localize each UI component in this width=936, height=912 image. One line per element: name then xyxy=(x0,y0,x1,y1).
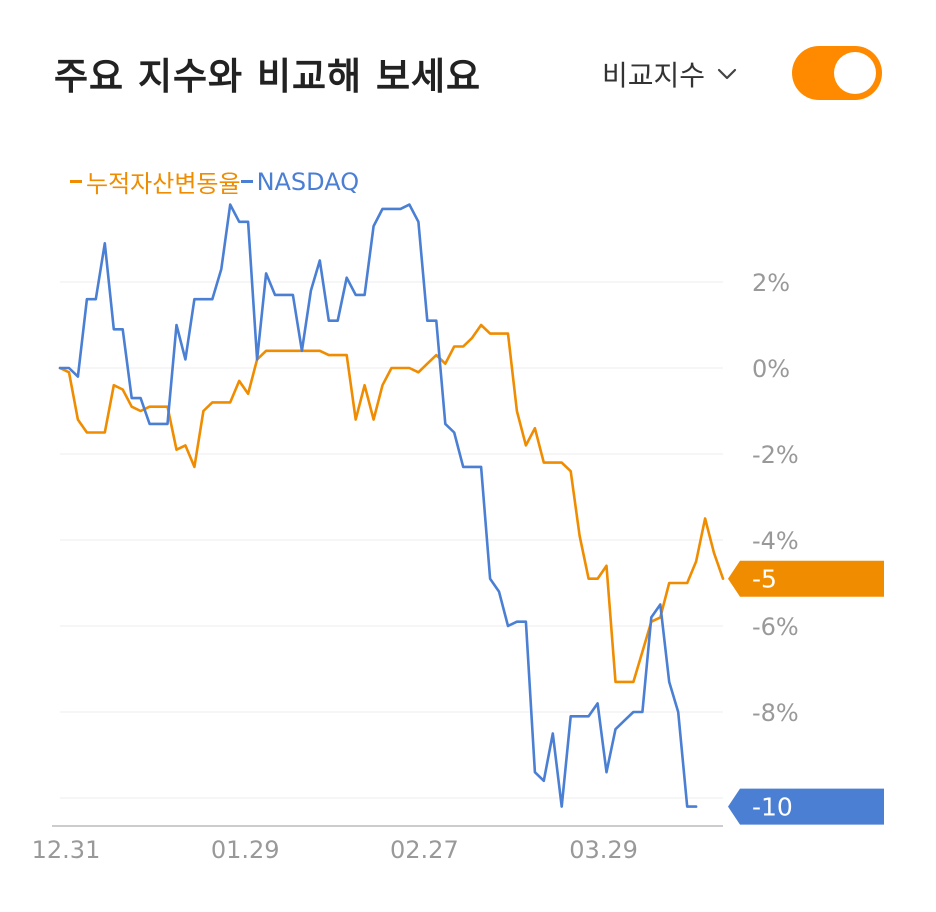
legend-swatch-nasdaq xyxy=(240,180,253,183)
nasdaq-end-value-tag-bg xyxy=(728,788,884,825)
y-tick-label: -8% xyxy=(752,699,799,727)
fund-series-line xyxy=(58,323,725,684)
nasdaq-end-value-tag-label: -10 xyxy=(752,793,793,822)
legend-item-nasdaq: NASDAQ xyxy=(240,167,360,196)
legend-swatch-fund xyxy=(70,180,82,183)
legend-label-fund: 누적자산변동율 xyxy=(86,170,241,198)
nasdaq-series-line xyxy=(58,203,698,808)
compare-index-toggle[interactable] xyxy=(792,46,882,100)
y-tick-label: -2% xyxy=(752,441,799,469)
legend-label-nasdaq: NASDAQ xyxy=(256,167,360,196)
y-tick-label: 2% xyxy=(752,269,790,297)
x-tick-label: 03.29 xyxy=(569,836,638,864)
fund-end-value-tag: -5 xyxy=(728,560,884,597)
y-tick-label: -6% xyxy=(752,613,799,641)
x-tick-label: 01.29 xyxy=(211,836,280,864)
chart-legend: 누적자산변동율 NASDAQ xyxy=(70,164,359,199)
chevron-down-icon xyxy=(717,68,737,80)
x-tick-label: 02.27 xyxy=(390,836,459,864)
legend-item-fund: 누적자산변동율 xyxy=(70,164,241,199)
fund-end-value-tag-bg xyxy=(728,560,884,597)
fund-end-value-tag-label: -5 xyxy=(752,565,777,594)
compare-index-dropdown[interactable]: 비교지수 xyxy=(602,54,739,94)
y-tick-label: -4% xyxy=(752,527,799,555)
compare-index-label: 비교지수 xyxy=(602,59,706,92)
header: 주요 지수와 비교해 보세요 비교지수 xyxy=(0,0,936,150)
y-tick-label: 0% xyxy=(752,355,790,383)
toggle-knob xyxy=(834,52,876,94)
page-title: 주요 지수와 비교해 보세요 xyxy=(54,55,482,98)
nasdaq-end-value-tag: -10 xyxy=(728,788,884,825)
x-tick-label: 12.31 xyxy=(32,836,101,864)
